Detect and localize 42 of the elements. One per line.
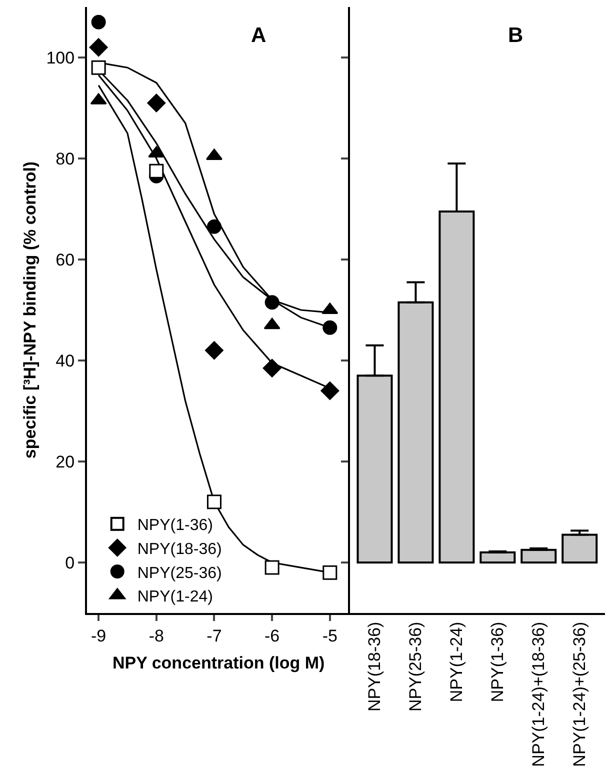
y-axis-title: specific [³H]-NPY binding (% control) (20, 161, 40, 459)
point (322, 320, 338, 335)
bar (480, 551, 516, 564)
point (264, 560, 280, 575)
text: B (508, 24, 524, 47)
y-tick-label: 20 (56, 452, 75, 472)
legend-label: NPY(1-36) (137, 517, 213, 534)
point (320, 382, 340, 400)
point (206, 494, 222, 510)
x-tick-label: NPY(1-24) (447, 622, 466, 702)
bar (562, 534, 598, 564)
x-tick-label: NPY(25-36) (406, 622, 426, 712)
text: A (251, 24, 266, 47)
point (206, 219, 222, 234)
legend-label: NPY(1-24) (137, 588, 213, 606)
y-tick-label: 40 (56, 351, 75, 370)
point (322, 565, 338, 580)
y-tick-label: 100 (46, 48, 75, 68)
y-tick-label: 80 (56, 149, 75, 168)
x-tick-label: NPY(18-36) (365, 622, 384, 712)
point (149, 164, 164, 178)
x-tick-label: -7 (206, 626, 222, 646)
x-tick-label: -9 (91, 626, 106, 646)
point (205, 341, 224, 360)
point (91, 14, 106, 30)
y-tick-label: 0 (65, 553, 75, 572)
x-tick-label: NPY(1-36) (488, 622, 508, 702)
x-tick-label: -5 (322, 626, 338, 646)
x-tick-label: -6 (264, 626, 280, 646)
point (91, 60, 106, 75)
point (262, 358, 282, 378)
point (264, 295, 280, 310)
x-tick-label: NPY(1-24)+(18-36) (529, 622, 548, 767)
point (89, 38, 108, 57)
point (147, 94, 166, 112)
x-tick-label: NPY(1-24)+(25-36) (570, 622, 590, 767)
legend-label: NPY(18-36) (137, 540, 222, 558)
x-tick-label: -8 (148, 626, 164, 646)
bar (520, 548, 557, 564)
x-axis-title: NPY concentration (log M) (112, 653, 325, 672)
y-tick-label: 60 (56, 250, 75, 270)
legend-label: NPY(25-36) (137, 564, 222, 582)
